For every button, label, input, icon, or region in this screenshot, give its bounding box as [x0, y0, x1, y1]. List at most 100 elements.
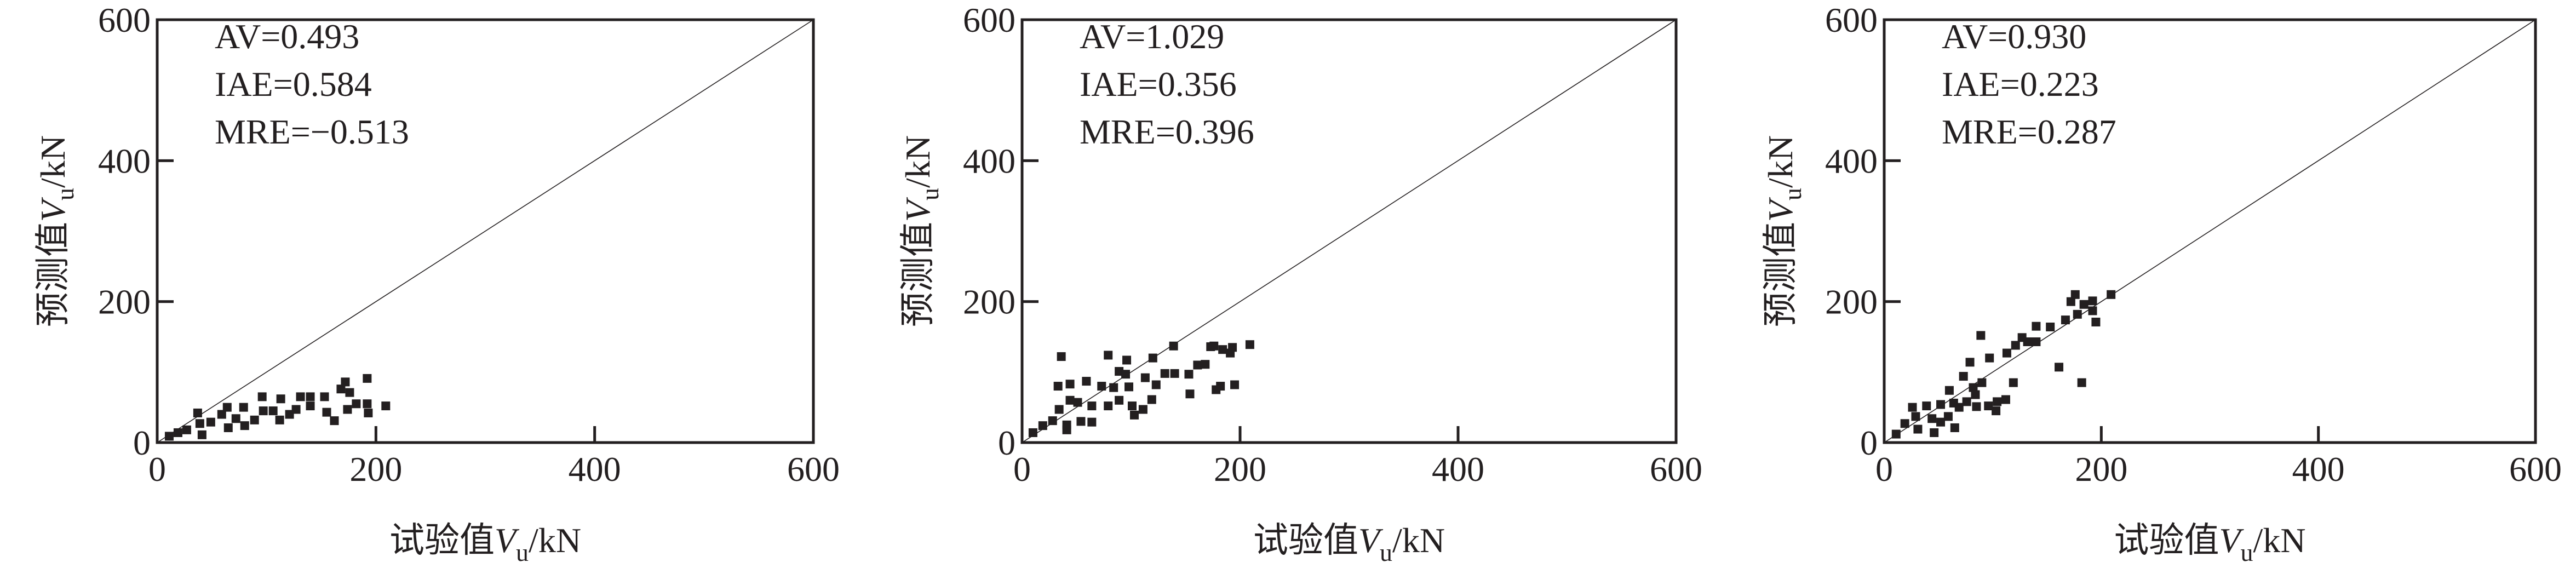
data-point — [2079, 300, 2089, 309]
data-point — [1201, 360, 1210, 369]
x-tick-label: 0 — [1875, 450, 1893, 489]
data-point — [1922, 401, 1931, 411]
data-point — [1185, 389, 1195, 399]
data-point — [223, 423, 233, 432]
data-point — [322, 407, 331, 417]
data-point — [341, 377, 350, 387]
data-point — [1053, 382, 1063, 391]
data-point — [363, 374, 372, 383]
y-tick-label: 600 — [98, 1, 151, 39]
data-point — [173, 428, 182, 437]
data-point — [257, 392, 267, 401]
x-axis-title: 试验值Vu/kN — [2114, 521, 2305, 566]
data-point — [1160, 369, 1169, 378]
data-point — [1151, 380, 1161, 389]
data-point — [193, 408, 202, 417]
data-point — [250, 415, 259, 424]
data-point — [1927, 414, 1937, 423]
data-point — [1965, 358, 1975, 367]
data-point — [343, 405, 352, 414]
y-tick-label: 200 — [98, 283, 151, 322]
data-point — [1971, 390, 1980, 399]
y-tick-label: 200 — [1825, 283, 1878, 322]
data-point — [296, 392, 305, 401]
data-point — [239, 403, 248, 412]
data-point — [306, 401, 315, 411]
data-point — [2107, 290, 2116, 299]
data-point — [1184, 370, 1194, 379]
data-point — [2088, 306, 2097, 315]
data-point — [2011, 341, 2020, 350]
data-point — [1193, 360, 1202, 370]
data-point — [1073, 398, 1082, 407]
stat-annotation: AV=0.493 — [215, 17, 359, 56]
data-point — [330, 416, 339, 426]
data-point — [164, 432, 174, 441]
stat-annotation: IAE=0.356 — [1080, 65, 1237, 104]
data-point — [1216, 382, 1225, 391]
data-point — [1104, 401, 1113, 411]
x-tick-label: 200 — [2075, 450, 2127, 489]
data-point — [240, 421, 249, 431]
data-point — [1038, 421, 1047, 431]
plot-frame — [156, 18, 815, 444]
stat-annotation: IAE=0.584 — [215, 65, 372, 104]
data-point — [1959, 372, 1968, 381]
x-tick-label: 200 — [349, 450, 402, 489]
data-point — [1087, 417, 1097, 427]
data-point — [1138, 405, 1148, 414]
data-point — [268, 406, 278, 416]
data-point — [222, 403, 232, 412]
data-point — [1936, 417, 1946, 427]
x-tick-label: 0 — [1013, 450, 1031, 489]
data-point — [2001, 395, 2010, 404]
y-tick-label: 400 — [98, 141, 151, 180]
y-axis-title: 预测值Vu/kN — [898, 135, 944, 327]
data-point — [2091, 317, 2101, 326]
x-tick-label: 600 — [2509, 450, 2562, 489]
x-tick-label: 400 — [2292, 450, 2345, 489]
data-point — [1169, 341, 1178, 351]
plot-frame — [1020, 18, 1678, 444]
data-point — [345, 388, 354, 397]
data-point — [1054, 405, 1064, 414]
data-point — [352, 399, 361, 409]
y-tick-label: 600 — [963, 1, 1016, 39]
data-point — [1993, 397, 2002, 406]
data-point — [1065, 395, 1075, 405]
data-point — [275, 415, 284, 424]
data-point — [1062, 425, 1071, 434]
y-tick-label: 200 — [963, 283, 1016, 322]
data-point — [1097, 382, 1106, 391]
data-point — [1170, 369, 1179, 378]
data-point — [2073, 309, 2082, 319]
data-point — [1028, 428, 1037, 437]
data-point — [291, 405, 301, 414]
x-tick-label: 400 — [569, 450, 621, 489]
stat-annotation: IAE=0.223 — [1942, 65, 2099, 104]
data-point — [195, 419, 204, 428]
data-point — [1115, 395, 1124, 405]
data-point — [2002, 348, 2011, 358]
data-point — [1230, 380, 1240, 389]
stat-annotation: AV=1.029 — [1080, 17, 1224, 56]
data-point — [2046, 322, 2055, 331]
data-point — [1129, 410, 1139, 420]
data-point — [2023, 337, 2032, 347]
y-axis-title: 预测值Vu/kN — [33, 135, 79, 327]
data-point — [2066, 297, 2075, 306]
data-point — [1913, 424, 1923, 434]
data-point — [231, 414, 240, 423]
data-point — [1985, 353, 1994, 363]
data-point — [1065, 380, 1075, 389]
data-point — [1087, 401, 1097, 411]
data-point — [1125, 382, 1134, 392]
data-point — [1943, 412, 1953, 421]
scatter-panel-2: 0 200 400 600 0 200 400 600 AV=1.029 IAE=0.356 MRE… — [898, 1, 1702, 566]
data-point — [276, 394, 285, 404]
data-point — [1891, 429, 1901, 439]
data-point — [1245, 340, 1254, 349]
x-tick-label: 600 — [1650, 450, 1702, 489]
x-axis-title: 试验值Vu/kN — [1253, 521, 1445, 566]
